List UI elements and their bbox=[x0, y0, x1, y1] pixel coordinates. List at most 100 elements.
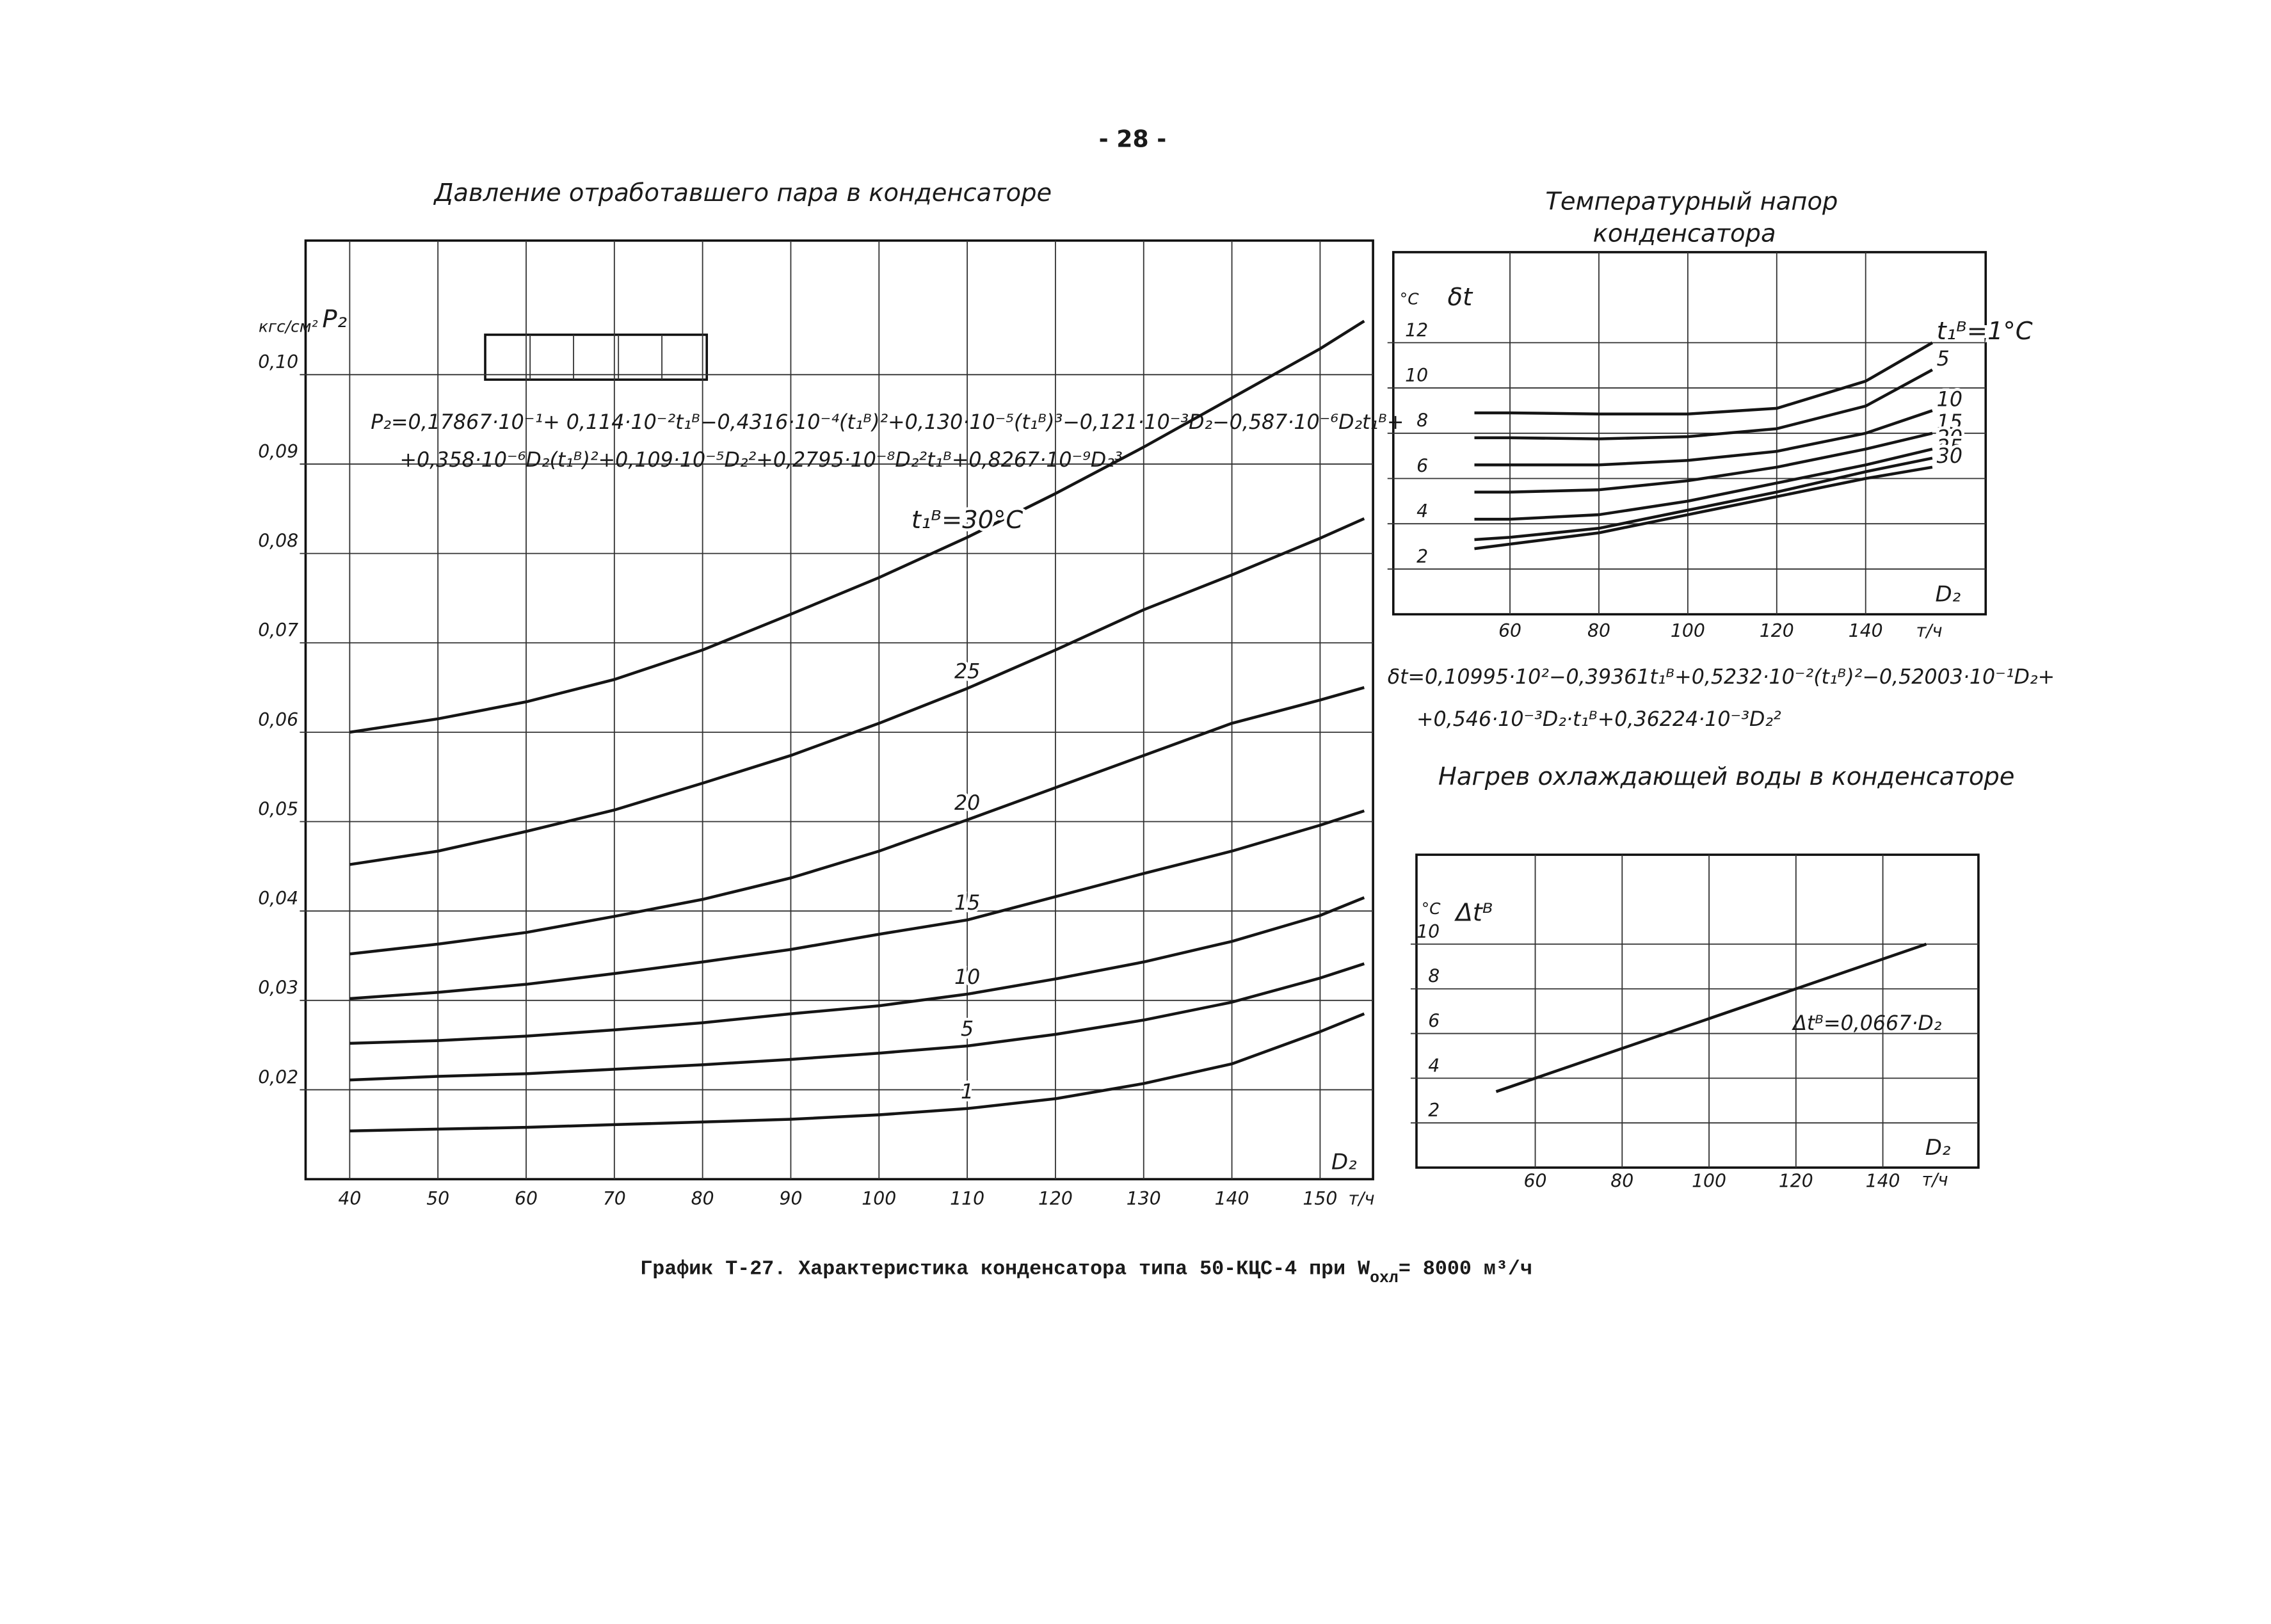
y-tick-label: 0,03 bbox=[258, 977, 298, 999]
y-tick-label: 0,07 bbox=[258, 620, 298, 641]
curve bbox=[349, 896, 1365, 1045]
y-axis-label: P₂ bbox=[322, 305, 347, 334]
x-tick-label: 80 bbox=[1610, 1171, 1633, 1192]
curve bbox=[1474, 447, 1933, 521]
curve bbox=[1474, 431, 1933, 494]
x-tick-label: 70 bbox=[603, 1188, 626, 1209]
formula: P₂=0,17867·10⁻¹+ 0,114·10⁻²t₁ᴮ−0,4316·10… bbox=[371, 411, 1404, 434]
x-tick-label: 100 bbox=[1671, 620, 1705, 641]
curve bbox=[349, 517, 1365, 866]
x-tick-label: 60 bbox=[515, 1188, 538, 1209]
caption-text: График Т-27. Характеристика конденсатора… bbox=[640, 1258, 1370, 1281]
frame bbox=[1415, 853, 1980, 1169]
box bbox=[484, 334, 709, 381]
curve bbox=[1474, 409, 1933, 467]
curve bbox=[349, 809, 1365, 1001]
y-tick-label: 2 bbox=[1428, 1100, 1440, 1121]
curve bbox=[1474, 465, 1933, 551]
chart-title: Температурный напор bbox=[1545, 188, 1838, 216]
y-tick-label: 0,10 bbox=[258, 351, 298, 373]
x-tick-label: 60 bbox=[1498, 620, 1521, 641]
x-tick-label: 100 bbox=[862, 1188, 896, 1209]
y-tick-label: 10 bbox=[1416, 921, 1440, 942]
curve bbox=[349, 962, 1365, 1082]
chart: 60 80 100 120 140 2 4 6 8 10 Нагрев охлаждающей во… bbox=[1410, 762, 2015, 1192]
curve-label: 15 bbox=[1937, 411, 1962, 434]
x-axis-unit: т/ч bbox=[1348, 1189, 1374, 1209]
curve bbox=[349, 686, 1365, 956]
curve bbox=[349, 319, 1365, 734]
y-axis-label: δt bbox=[1448, 283, 1474, 312]
y-tick-label: 0,09 bbox=[258, 441, 298, 462]
y-tick-label: 0,08 bbox=[258, 530, 298, 551]
x-tick-label: 50 bbox=[426, 1188, 449, 1209]
y-axis-unit: °C bbox=[1422, 899, 1441, 918]
curve-label: 5 bbox=[1937, 348, 1950, 371]
x-tick-label: 120 bbox=[1760, 620, 1794, 641]
x-axis-label: D₂ bbox=[1925, 1135, 1951, 1161]
y-tick-label: 8 bbox=[1428, 966, 1440, 987]
x-tick-label: 40 bbox=[338, 1188, 361, 1209]
y-tick-label: 0,02 bbox=[258, 1066, 298, 1088]
curve-label: 5 bbox=[961, 1018, 974, 1041]
frame bbox=[304, 239, 1374, 1180]
chart-title: Давление отработавшего пара в конденсато… bbox=[433, 179, 1052, 207]
x-tick-label: 120 bbox=[1779, 1171, 1813, 1192]
page-number: - 28 - bbox=[1099, 125, 1167, 153]
formula: +0,358·10⁻⁶D₂(t₁ᴮ)²+0,109·10⁻⁵D₂²+0,2795… bbox=[400, 449, 1123, 472]
x-tick-label: 80 bbox=[691, 1188, 714, 1209]
caption-rest: = 8000 м³/ч bbox=[1399, 1258, 1532, 1281]
x-tick-label: 60 bbox=[1524, 1171, 1547, 1192]
curve-label: 10 bbox=[954, 966, 980, 989]
curve-label: t₁ᴮ=1°C bbox=[1937, 317, 2033, 346]
chart: 40 50 60 70 80 90 100 110 120 130 140 1500,020,030,… bbox=[258, 179, 1404, 1209]
x-tick-label: 100 bbox=[1692, 1171, 1726, 1192]
chart: 60 80 100 120 140 2 4 6 8 10 12 Температурный напор… bbox=[1387, 188, 2055, 731]
curve-label: 20 bbox=[1937, 427, 1962, 450]
x-tick-label: 110 bbox=[950, 1188, 984, 1209]
curve-label: 15 bbox=[954, 892, 980, 915]
curve-label: 25 bbox=[954, 661, 980, 684]
x-tick-label: 140 bbox=[1849, 620, 1883, 641]
x-tick-label: 140 bbox=[1866, 1171, 1900, 1192]
x-axis-unit: т/ч bbox=[1916, 621, 1942, 641]
curve-label: 30 bbox=[1937, 445, 1962, 468]
empty-box bbox=[484, 334, 709, 381]
y-tick-label: 10 bbox=[1405, 365, 1428, 386]
x-tick-label: 120 bbox=[1038, 1188, 1073, 1209]
curve-label: 10 bbox=[1937, 389, 1962, 412]
chart-title: Нагрев охлаждающей воды в конденсаторе bbox=[1438, 762, 2015, 791]
y-tick-label: 4 bbox=[1428, 1055, 1440, 1076]
curve-label: 1 bbox=[961, 1081, 974, 1104]
y-tick-label: 2 bbox=[1416, 546, 1428, 567]
x-tick-label: 130 bbox=[1127, 1188, 1161, 1209]
y-tick-label: 6 bbox=[1416, 455, 1428, 476]
formula: +0,546·10⁻³D₂·t₁ᴮ+0,36224·10⁻³D₂² bbox=[1416, 708, 1781, 731]
curve bbox=[1474, 368, 1933, 440]
y-tick-label: 6 bbox=[1428, 1010, 1440, 1031]
x-tick-label: 150 bbox=[1303, 1188, 1337, 1209]
x-axis-label: D₂ bbox=[1936, 582, 1961, 607]
curve-label: t₁ᴮ=30°C bbox=[911, 506, 1023, 535]
curve bbox=[349, 1012, 1365, 1132]
y-axis-unit: кгс/см² bbox=[259, 318, 318, 336]
chart-title: конденсатора bbox=[1593, 219, 1776, 248]
y-tick-label: 0,05 bbox=[258, 798, 298, 819]
formula: Δtᴮ=0,0667·D₂ bbox=[1792, 1012, 1941, 1035]
x-tick-label: 140 bbox=[1215, 1188, 1249, 1209]
y-tick-label: 8 bbox=[1416, 410, 1428, 431]
y-tick-label: 0,04 bbox=[258, 888, 298, 909]
curve-label: 20 bbox=[954, 792, 980, 815]
y-tick-label: 12 bbox=[1405, 319, 1428, 341]
y-tick-label: 0,06 bbox=[258, 709, 298, 730]
x-tick-label: 80 bbox=[1587, 620, 1610, 641]
x-tick-label: 90 bbox=[779, 1188, 802, 1209]
y-tick-label: 4 bbox=[1416, 501, 1428, 522]
x-axis-label: D₂ bbox=[1331, 1150, 1357, 1175]
formula: δt=0,10995·10²−0,39361t₁ᴮ+0,5232·10⁻²(t₁… bbox=[1388, 666, 2055, 689]
x-axis-unit: т/ч bbox=[1922, 1170, 1948, 1190]
caption-sub: охл bbox=[1370, 1269, 1399, 1287]
curve-label: 25 bbox=[1937, 436, 1962, 459]
